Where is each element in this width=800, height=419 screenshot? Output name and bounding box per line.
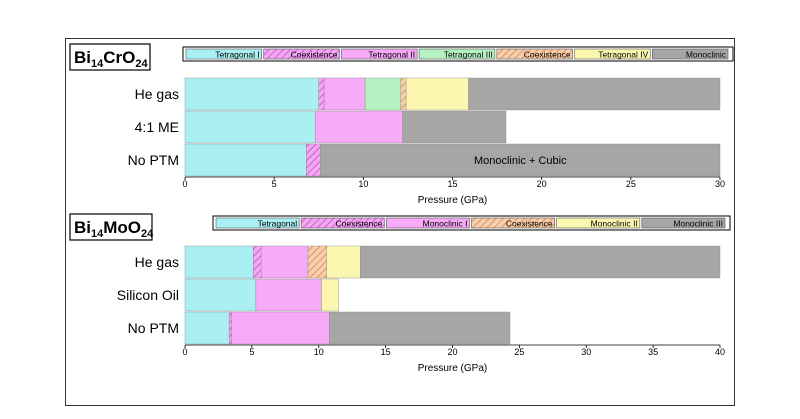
x-tick-label: 5 bbox=[272, 179, 277, 189]
legend-label: Tetragonal bbox=[257, 219, 297, 229]
bar-segment-coex_m bbox=[306, 143, 321, 177]
row-label: Silicon Oil bbox=[117, 287, 179, 303]
x-tick-label: 25 bbox=[514, 347, 524, 357]
bar-segment-mono1 bbox=[261, 245, 309, 279]
x-tick-label: 15 bbox=[447, 179, 457, 189]
legend-swatch-coex_o bbox=[471, 217, 555, 229]
bar-segment-coex_m bbox=[253, 245, 262, 279]
chart-panel-1: Bi14CrO24 Tetragonal I Coexistence Tetragon… bbox=[69, 43, 734, 206]
x-tick-label: 30 bbox=[715, 179, 725, 189]
legend-swatch-tet3 bbox=[418, 48, 496, 60]
bar-segment-mono bbox=[468, 77, 721, 111]
legend-swatch-tet1 bbox=[185, 48, 263, 60]
bar-segment-mono1 bbox=[255, 278, 322, 312]
x-tick-label: 0 bbox=[182, 179, 187, 189]
x-tick-label: 10 bbox=[314, 347, 324, 357]
legend-swatch-tet bbox=[215, 217, 300, 229]
segment-annotation: Monoclinic + Cubic bbox=[474, 155, 567, 167]
x-tick-label: 20 bbox=[537, 179, 547, 189]
legend-label: Tetragonal IV bbox=[598, 50, 648, 60]
legend-label: Tetragonal I bbox=[215, 50, 259, 60]
bar-segment-mono2 bbox=[326, 245, 361, 279]
legend-label: Monoclinic bbox=[686, 50, 727, 60]
legend-label: Coexistence bbox=[524, 50, 571, 60]
bar-segment-coex_m bbox=[228, 311, 233, 345]
legend-swatch-mono2 bbox=[556, 217, 641, 229]
legend-label: Tetragonal III bbox=[444, 50, 493, 60]
legend-swatch-coex_o bbox=[496, 48, 573, 60]
x-tick-label: 30 bbox=[581, 347, 591, 357]
chart-panel-2: Bi14MoO24 Tetragonal Coexistence Monoclinic… bbox=[69, 213, 731, 374]
bar-segment-coex_o bbox=[400, 77, 407, 111]
bar-segment-mono3 bbox=[329, 311, 511, 345]
bar-segment-tet1 bbox=[184, 77, 319, 111]
chart-title-box bbox=[69, 43, 151, 71]
x-tick-label: 20 bbox=[447, 347, 457, 357]
x-tick-label: 40 bbox=[715, 347, 725, 357]
bar-segment-mono3 bbox=[360, 245, 721, 279]
legend-label: Coexistence bbox=[291, 50, 338, 60]
bar-segment-tet3 bbox=[364, 77, 401, 111]
row-label: He gas bbox=[135, 86, 179, 102]
legend-swatch-mono bbox=[651, 48, 729, 60]
legend-swatch-tet2 bbox=[341, 48, 418, 60]
bar-segment-coex_o bbox=[307, 245, 327, 279]
x-tick-label: 5 bbox=[249, 347, 254, 357]
x-tick-label: 25 bbox=[626, 179, 636, 189]
chart-title: Bi14MoO24 bbox=[74, 218, 154, 240]
row-label: No PTM bbox=[128, 320, 179, 336]
legend-label: Monoclinic I bbox=[423, 219, 468, 229]
legend-swatch-tet4 bbox=[574, 48, 651, 60]
legend-label: Coexistence bbox=[506, 219, 553, 229]
bar-segment-mono1 bbox=[231, 311, 330, 345]
bar-segment-mono bbox=[402, 110, 507, 144]
x-tick-label: 15 bbox=[381, 347, 391, 357]
legend-swatch-mono3 bbox=[641, 217, 726, 229]
bar-segment-tet1 bbox=[184, 143, 307, 177]
legend-swatch-coex_m bbox=[300, 217, 385, 229]
bar-segment-tet2 bbox=[314, 110, 403, 144]
bar-segment-tet1 bbox=[184, 110, 316, 144]
legend-label: Tetragonal II bbox=[368, 50, 415, 60]
x-tick-label: 35 bbox=[648, 347, 658, 357]
legend-label: Monoclinic III bbox=[673, 219, 723, 229]
bar-segment-mono2 bbox=[321, 278, 340, 312]
bar-segment-tet bbox=[184, 311, 230, 345]
bar-segment-tet4 bbox=[405, 77, 469, 111]
x-tick-label: 0 bbox=[182, 347, 187, 357]
row-label: 4:1 ME bbox=[135, 119, 179, 135]
bar-segment-mono bbox=[320, 143, 721, 177]
chart-title: Bi14CrO24 bbox=[74, 48, 148, 70]
chart-title-box bbox=[69, 213, 153, 241]
row-label: No PTM bbox=[128, 152, 179, 168]
legend-swatch-coex_m bbox=[263, 48, 340, 60]
bar-segment-tet bbox=[184, 278, 257, 312]
figure-frame bbox=[65, 38, 735, 406]
x-axis-label: Pressure (GPa) bbox=[418, 363, 487, 374]
row-label: He gas bbox=[135, 254, 179, 270]
legend-label: Coexistence bbox=[336, 219, 383, 229]
legend-swatch-mono1 bbox=[386, 217, 470, 229]
bar-segment-coex_m bbox=[318, 77, 325, 111]
bar-segment-tet bbox=[184, 245, 254, 279]
bar-segment-tet2 bbox=[323, 77, 366, 111]
x-axis-label: Pressure (GPa) bbox=[418, 195, 487, 206]
x-tick-label: 10 bbox=[358, 179, 368, 189]
legend-label: Monoclinic II bbox=[591, 219, 638, 229]
